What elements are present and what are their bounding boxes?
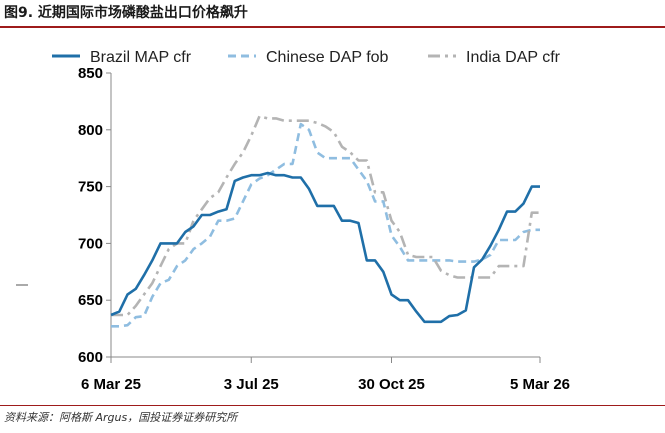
y-tick-label: 700 (78, 235, 103, 252)
x-tick-label: 6 Mar 25 (81, 376, 141, 393)
chart-legend: Brazil MAP cfr Chinese DAP fob India DAP c… (52, 49, 561, 66)
title-divider (0, 26, 665, 28)
y-tick-label: 850 (78, 65, 103, 82)
chart-series (110, 114, 540, 328)
legend-label: India DAP cfr (466, 49, 561, 66)
y-tick-label: 650 (78, 292, 103, 309)
y-tick-label: 750 (78, 179, 103, 196)
source-divider (0, 405, 665, 406)
series-line-india-dap-cfr (111, 114, 540, 317)
legend-label: Chinese DAP fob (266, 49, 389, 66)
figure-title: 图9. 近期国际市场磷酸盐出口价格飙升 (4, 5, 248, 21)
series-line-brazil-map-cfr (110, 171, 540, 324)
legend-label: Brazil MAP cfr (90, 49, 192, 66)
y-tick-label: 600 (78, 349, 103, 366)
series-line-chinese-dap-fob (111, 122, 540, 328)
x-tick-label: 5 Mar 26 (510, 376, 570, 393)
x-tick-label: 3 Jul 25 (224, 376, 279, 393)
x-tick-label: 30 Oct 25 (358, 376, 425, 393)
source-note: 资料来源：阿格斯 Argus，国投证券证券研究所 (4, 411, 238, 424)
y-tick-label: 800 (78, 122, 103, 139)
chart-axes: 600 650 700 750 800 850 6 Mar 25 3 Jul 25 30 Oct… (78, 65, 570, 393)
